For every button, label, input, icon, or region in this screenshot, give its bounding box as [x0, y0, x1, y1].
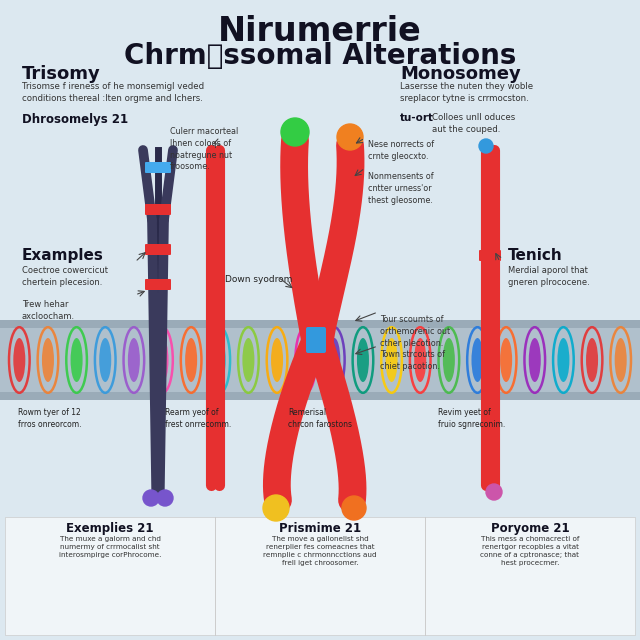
- Ellipse shape: [414, 338, 426, 382]
- Text: Monosomey: Monosomey: [400, 65, 521, 83]
- Text: Down syodrom: Down syodrom: [225, 275, 292, 284]
- Circle shape: [157, 490, 173, 506]
- Text: Trew hehar
axcloocham.: Trew hehar axcloocham.: [22, 300, 75, 321]
- Ellipse shape: [300, 338, 312, 382]
- Bar: [0, 320, 640, 400]
- Ellipse shape: [157, 338, 168, 382]
- Ellipse shape: [385, 338, 397, 382]
- Text: Rowm tyer of 12
frros onreorcom.: Rowm tyer of 12 frros onreorcom.: [18, 408, 81, 429]
- Ellipse shape: [243, 338, 255, 382]
- Ellipse shape: [586, 338, 598, 382]
- FancyBboxPatch shape: [145, 244, 171, 255]
- Text: Trisomy: Trisomy: [22, 65, 100, 83]
- Ellipse shape: [214, 338, 226, 382]
- Circle shape: [263, 495, 289, 521]
- Ellipse shape: [614, 338, 627, 382]
- FancyBboxPatch shape: [145, 279, 171, 290]
- Bar: [0, 328, 640, 392]
- Ellipse shape: [472, 338, 483, 382]
- Ellipse shape: [557, 338, 570, 382]
- Text: Colloes unll oduces
aut the couped.: Colloes unll oduces aut the couped.: [432, 113, 515, 134]
- Text: Tenich: Tenich: [508, 248, 563, 263]
- FancyBboxPatch shape: [145, 162, 171, 173]
- Text: Chrm⚹ssomal Alterations: Chrm⚹ssomal Alterations: [124, 42, 516, 70]
- Text: Lasersse the nuten they woble
sreplacor tytne is crrmocston.: Lasersse the nuten they woble sreplacor …: [400, 82, 533, 103]
- Text: Dhrosomelys 21: Dhrosomelys 21: [22, 113, 128, 126]
- Ellipse shape: [357, 338, 369, 382]
- Ellipse shape: [42, 338, 54, 382]
- Ellipse shape: [99, 338, 111, 382]
- Text: tu-ort: tu-ort: [400, 113, 434, 123]
- Circle shape: [337, 124, 363, 150]
- Text: Rearm yeof of
frest onrrecomm.: Rearm yeof of frest onrrecomm.: [165, 408, 231, 429]
- Text: Town strcouts of
chiet pacotion.: Town strcouts of chiet pacotion.: [380, 350, 445, 371]
- FancyBboxPatch shape: [479, 250, 501, 261]
- Text: The move a gallonelist shd
renerplier fes comeacnes that
remnplie c chrmonncctio: The move a gallonelist shd renerplier fe…: [263, 536, 377, 566]
- Bar: [5, 517, 635, 635]
- Text: Poryome 21: Poryome 21: [491, 522, 570, 535]
- Circle shape: [486, 484, 502, 500]
- Ellipse shape: [529, 338, 541, 382]
- Ellipse shape: [271, 338, 283, 382]
- Ellipse shape: [443, 338, 455, 382]
- Text: Tour scoumts of
orthemorenic out
cther plecotion.: Tour scoumts of orthemorenic out cther p…: [380, 315, 450, 348]
- Text: Nirumerrie: Nirumerrie: [218, 15, 422, 48]
- Text: Prismime 21: Prismime 21: [279, 522, 361, 535]
- Text: Revim yeet of
fruio sgnreconim.: Revim yeet of fruio sgnreconim.: [438, 408, 505, 429]
- Text: Trisomse f ireness of he monsemigl veded
conditions thereal :lten orgme and lche: Trisomse f ireness of he monsemigl veded…: [22, 82, 204, 103]
- FancyBboxPatch shape: [145, 204, 171, 215]
- Ellipse shape: [500, 338, 512, 382]
- Text: This mess a chomacrecti of
renertgor recopbles a vitat
conne of a cptronasce; th: This mess a chomacrecti of renertgor rec…: [481, 536, 579, 566]
- Circle shape: [281, 118, 309, 146]
- Circle shape: [342, 496, 366, 520]
- Text: Culerr macorteal
lhnen coloqs of
noatregune nut
froosome.: Culerr macorteal lhnen coloqs of noatreg…: [170, 127, 238, 172]
- Ellipse shape: [328, 338, 340, 382]
- Ellipse shape: [13, 338, 26, 382]
- Text: Nese norrects of
crnte gleocxto.: Nese norrects of crnte gleocxto.: [368, 140, 434, 161]
- Circle shape: [479, 139, 493, 153]
- Text: Remerisal
chrcon farostons: Remerisal chrcon farostons: [288, 408, 352, 429]
- Ellipse shape: [70, 338, 83, 382]
- Text: Merdial aporol that
gneren plrococene.: Merdial aporol that gneren plrococene.: [508, 266, 589, 287]
- Text: Examples: Examples: [22, 248, 104, 263]
- Ellipse shape: [185, 338, 197, 382]
- Text: The muxe a galorm and chd
numermy of crrmocalist sht
interosmpirge corPhrocome.: The muxe a galorm and chd numermy of crr…: [59, 536, 161, 558]
- Text: Nonmensents of
cntter urness'or
thest gleosome.: Nonmensents of cntter urness'or thest gl…: [368, 172, 434, 205]
- Text: Exemplies 21: Exemplies 21: [67, 522, 154, 535]
- Circle shape: [143, 490, 159, 506]
- FancyBboxPatch shape: [306, 327, 326, 353]
- Ellipse shape: [128, 338, 140, 382]
- Text: Coectroe cowercicut
chertein plecesion.: Coectroe cowercicut chertein plecesion.: [22, 266, 108, 287]
